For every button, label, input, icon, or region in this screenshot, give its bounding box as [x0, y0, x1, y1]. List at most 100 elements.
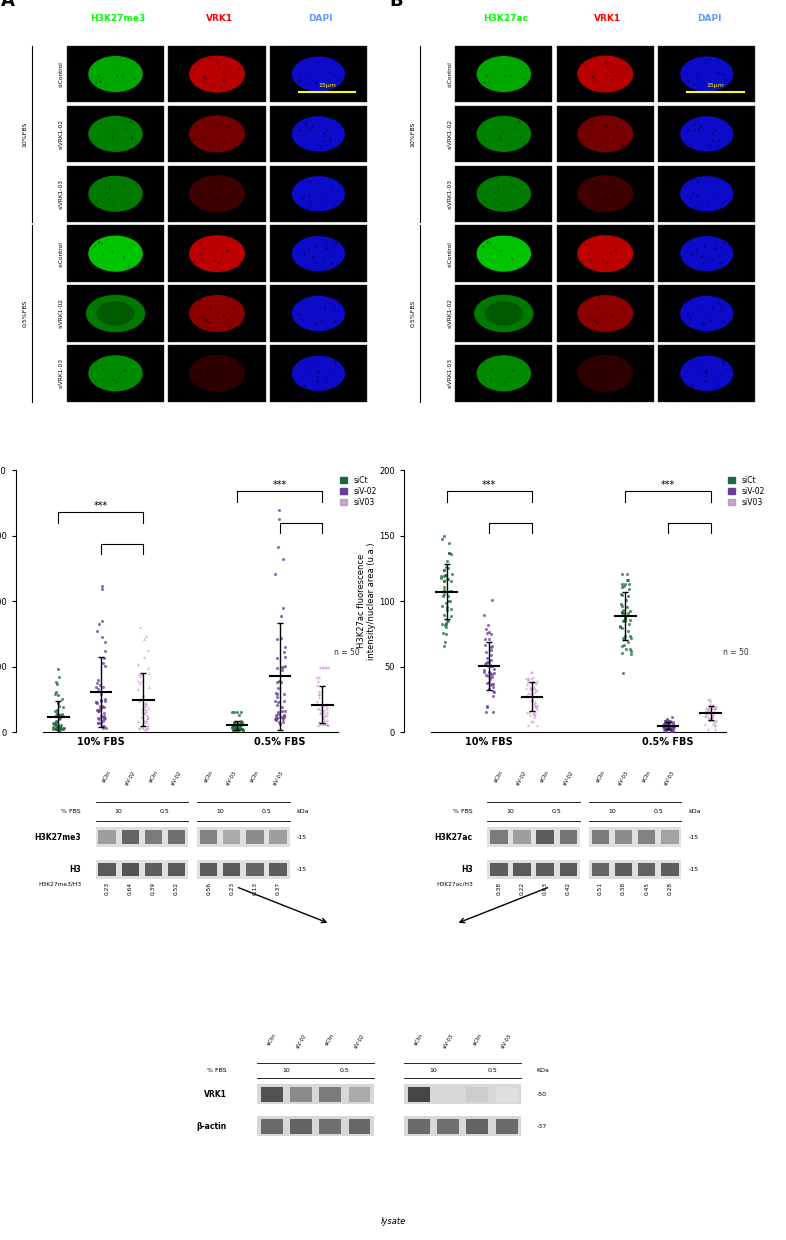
Ellipse shape [233, 308, 236, 311]
Text: -15: -15 [297, 835, 307, 839]
Text: 0.5: 0.5 [653, 808, 663, 813]
Ellipse shape [309, 76, 310, 77]
Point [622, 585, 634, 605]
Ellipse shape [721, 263, 722, 264]
Ellipse shape [722, 305, 723, 308]
Point [53, 720, 65, 740]
Ellipse shape [112, 135, 113, 138]
Ellipse shape [598, 373, 600, 376]
Ellipse shape [710, 320, 711, 322]
Point [659, 717, 671, 737]
Point [441, 611, 454, 631]
Point [51, 699, 64, 719]
Text: siVRK1-02: siVRK1-02 [59, 119, 64, 149]
Ellipse shape [500, 135, 501, 138]
Point [94, 691, 107, 711]
Point [485, 645, 498, 665]
Ellipse shape [500, 250, 501, 253]
Point [661, 709, 674, 729]
Point [665, 720, 678, 740]
Point [98, 647, 111, 667]
Bar [556, 345, 654, 402]
Ellipse shape [601, 87, 604, 89]
Point [315, 703, 328, 723]
Point [441, 558, 454, 578]
Point [659, 714, 672, 734]
Point [96, 575, 108, 595]
Point [486, 675, 498, 694]
Ellipse shape [223, 379, 226, 383]
Ellipse shape [307, 64, 308, 66]
Ellipse shape [303, 384, 305, 387]
Point [657, 715, 670, 735]
Point [525, 678, 538, 698]
Text: 0.5: 0.5 [340, 1068, 350, 1073]
Point [443, 533, 455, 553]
Point [702, 711, 714, 730]
Ellipse shape [325, 196, 327, 197]
Point [46, 719, 59, 739]
Ellipse shape [128, 247, 129, 248]
Point [138, 693, 151, 713]
Point [620, 639, 633, 658]
Ellipse shape [598, 376, 601, 378]
Ellipse shape [488, 81, 490, 83]
Bar [658, 285, 755, 342]
Ellipse shape [703, 263, 704, 264]
Ellipse shape [201, 136, 204, 140]
Point [236, 714, 248, 734]
Ellipse shape [490, 77, 491, 79]
Point [227, 718, 240, 738]
Text: H3K27ac: H3K27ac [435, 833, 473, 842]
Point [227, 715, 240, 735]
Ellipse shape [332, 263, 334, 264]
Ellipse shape [512, 370, 515, 372]
Ellipse shape [483, 82, 486, 84]
Text: 15μm: 15μm [318, 83, 336, 88]
Point [321, 714, 334, 734]
Ellipse shape [315, 81, 318, 84]
Ellipse shape [204, 320, 206, 321]
Ellipse shape [200, 371, 203, 373]
Point [270, 649, 283, 668]
Point [138, 719, 151, 739]
Text: ***: *** [273, 480, 287, 490]
Point [138, 696, 151, 715]
Ellipse shape [298, 73, 300, 74]
Point [91, 621, 104, 641]
Ellipse shape [94, 246, 96, 248]
Bar [556, 46, 654, 103]
Point [706, 706, 718, 725]
Ellipse shape [88, 115, 143, 153]
Point [659, 714, 671, 734]
Point [617, 611, 630, 631]
Point [275, 629, 288, 649]
Text: H3K27me3: H3K27me3 [35, 833, 81, 842]
Ellipse shape [199, 377, 200, 378]
Ellipse shape [97, 140, 98, 143]
Point [142, 677, 155, 697]
Ellipse shape [203, 120, 204, 123]
Point [141, 708, 153, 728]
Ellipse shape [717, 73, 718, 74]
Text: 0.63: 0.63 [542, 882, 548, 894]
Ellipse shape [88, 176, 143, 212]
Point [485, 650, 498, 670]
Ellipse shape [292, 236, 345, 272]
Ellipse shape [609, 258, 610, 259]
Point [136, 665, 149, 684]
Point [57, 707, 69, 727]
Point [272, 500, 285, 520]
Ellipse shape [594, 181, 597, 184]
Point [49, 713, 61, 733]
Point [230, 718, 242, 738]
Point [138, 630, 151, 650]
Legend: siCt, siV-02, siV03: siCt, siV-02, siV03 [726, 474, 766, 508]
Point [132, 655, 145, 675]
Point [139, 711, 152, 730]
Ellipse shape [693, 124, 696, 126]
Ellipse shape [310, 311, 312, 312]
Point [53, 718, 65, 738]
Ellipse shape [240, 260, 241, 262]
Ellipse shape [329, 72, 332, 74]
